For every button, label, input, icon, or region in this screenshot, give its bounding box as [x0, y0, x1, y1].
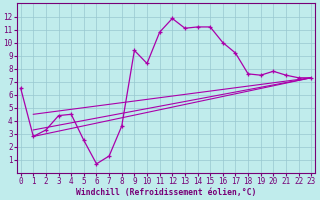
- X-axis label: Windchill (Refroidissement éolien,°C): Windchill (Refroidissement éolien,°C): [76, 188, 256, 197]
